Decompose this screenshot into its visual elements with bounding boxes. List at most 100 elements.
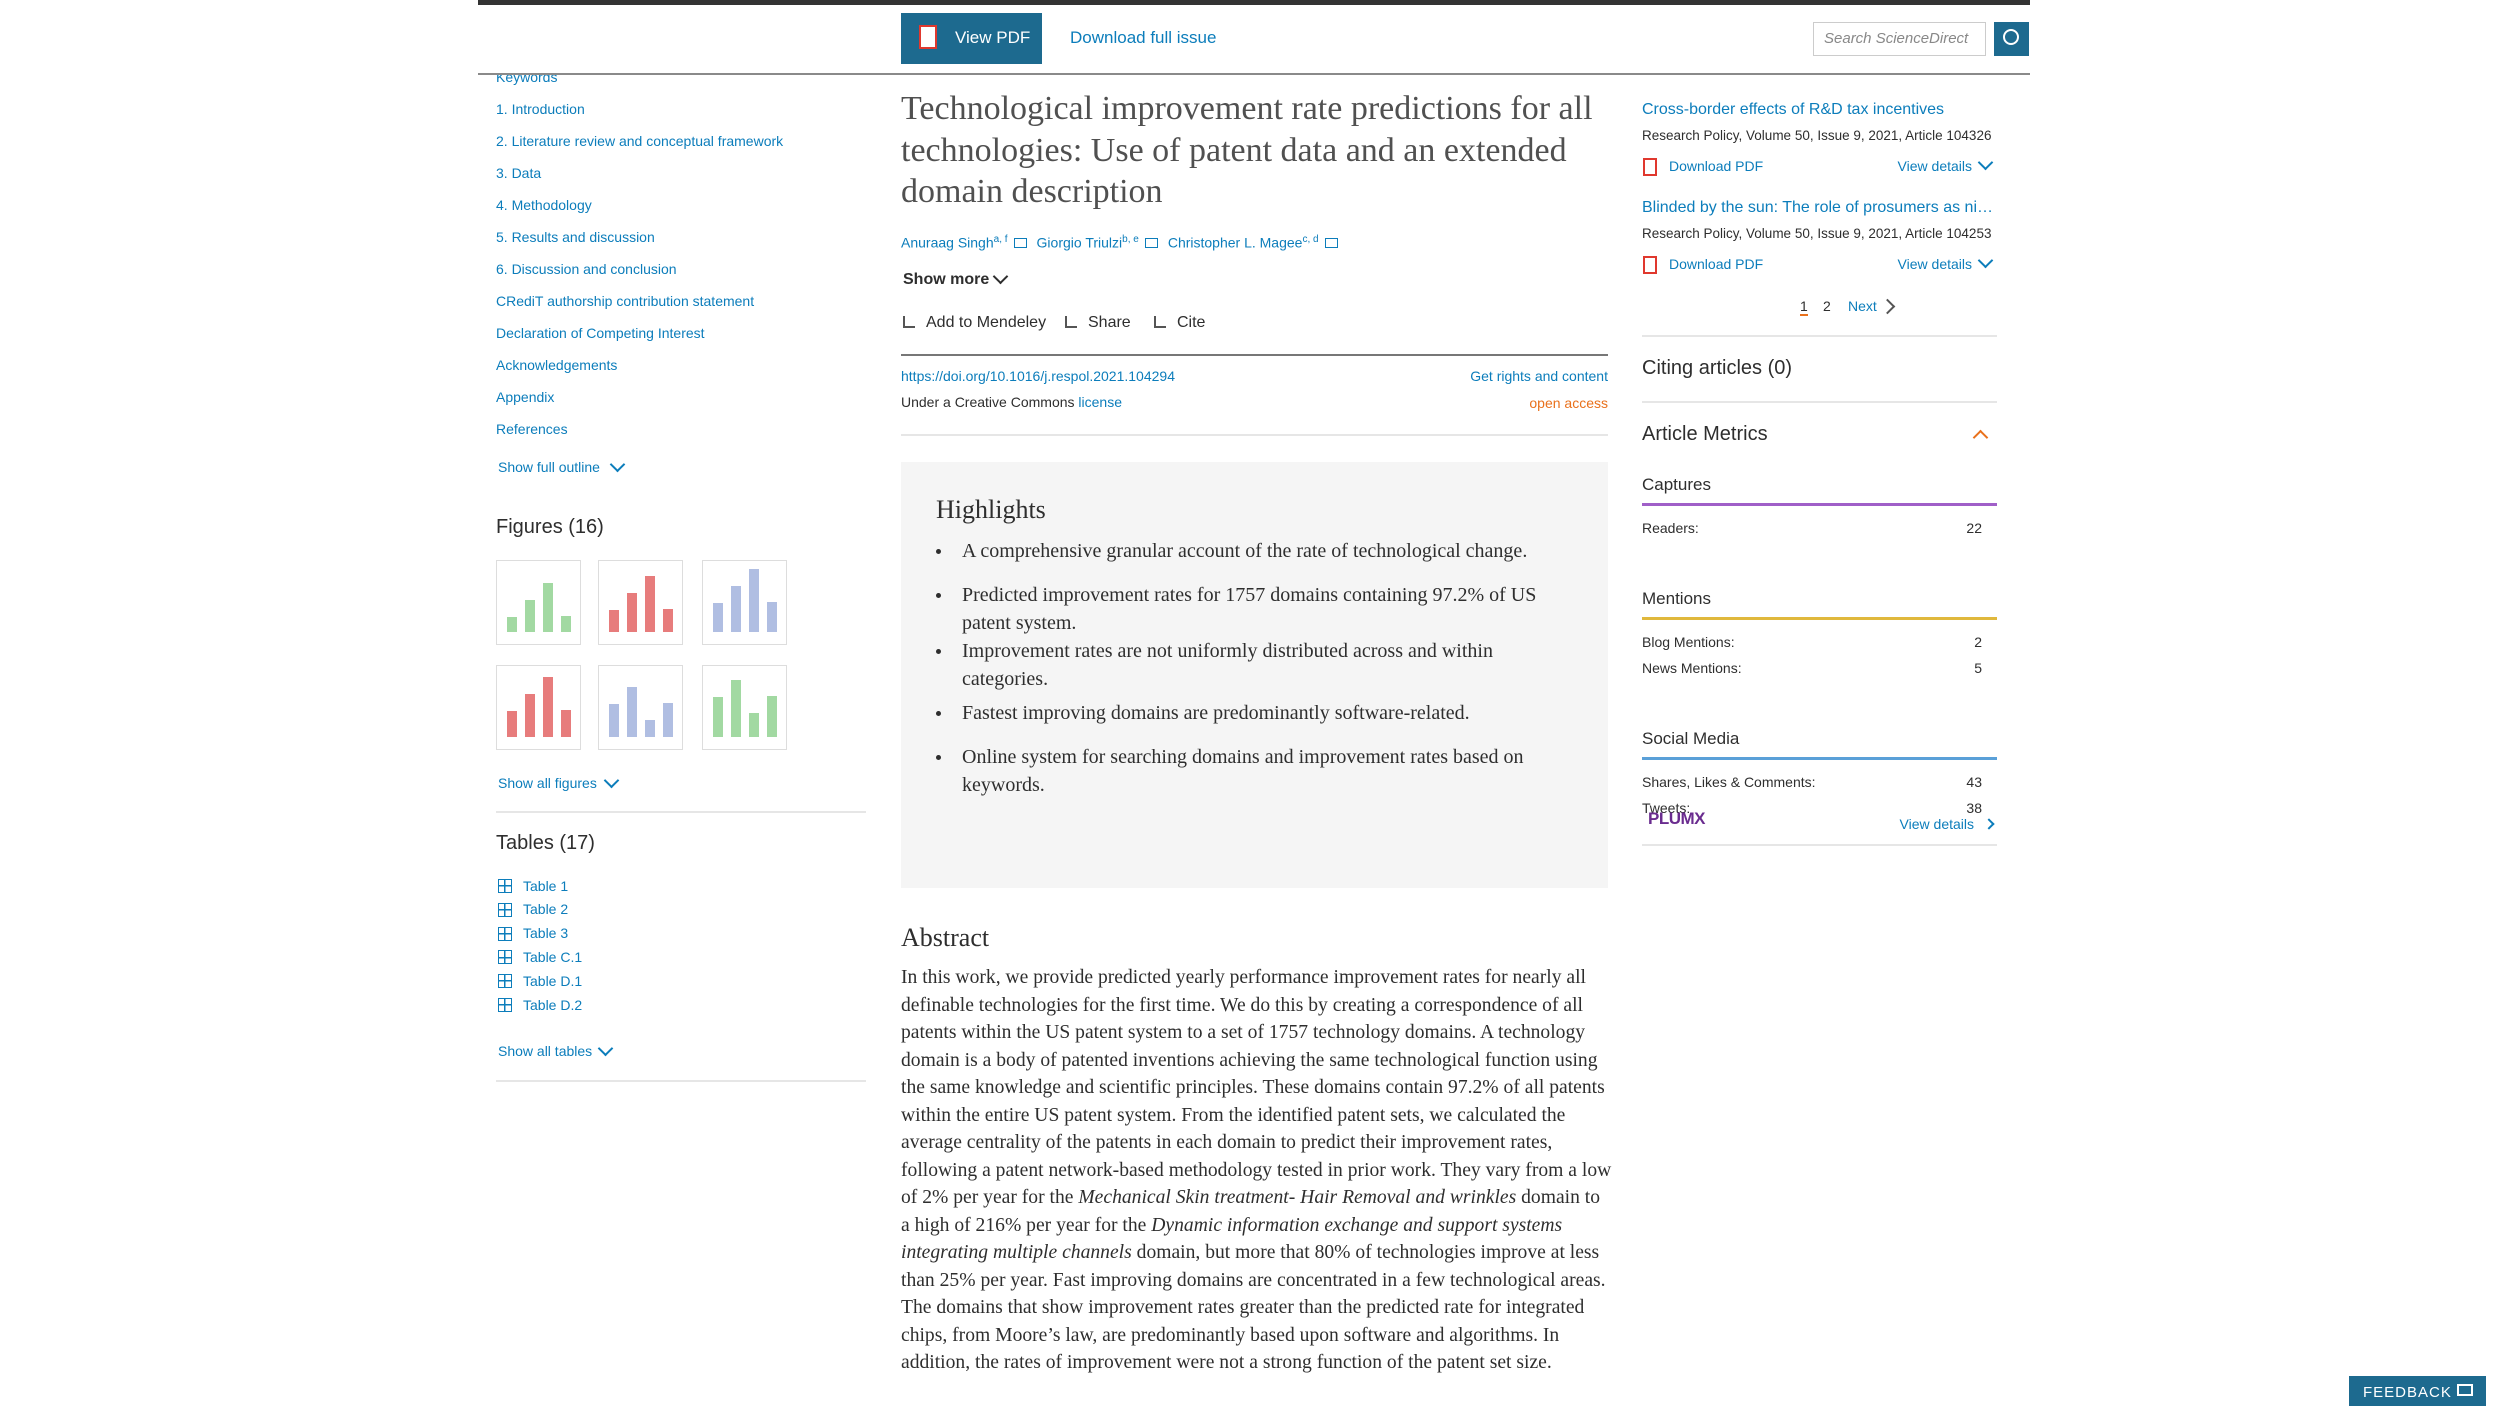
feedback-icon xyxy=(2457,1384,2473,1396)
outline-link[interactable]: 1. Introduction xyxy=(496,100,585,117)
abstract-heading: Abstract xyxy=(901,923,990,953)
highlight-item: Improvement rates are not uniformly dist… xyxy=(962,640,1493,690)
feedback-button[interactable]: FEEDBACK xyxy=(2349,1376,2486,1406)
metrics-group-name: Mentions xyxy=(1642,588,1711,608)
outline-link[interactable]: 4. Methodology xyxy=(496,196,592,213)
figure-thumbnail[interactable] xyxy=(598,560,683,645)
metric-label: News Mentions: xyxy=(1642,659,1742,676)
article-title: Technological improvement rate predictio… xyxy=(901,90,1593,210)
license-link[interactable]: license xyxy=(1078,394,1122,410)
thumbnail-shape xyxy=(731,586,741,632)
metric-value: 5 xyxy=(1974,659,1982,676)
thumbnail-shape xyxy=(663,609,673,632)
chevron-icon xyxy=(603,772,620,789)
action-button[interactable]: Add to Mendeley xyxy=(926,314,1047,332)
outline-link[interactable]: 5. Results and discussion xyxy=(496,228,655,245)
thumbnail-shape xyxy=(645,576,655,632)
chevron-icon xyxy=(1977,154,1994,171)
recommended-title[interactable]: Cross-border effects of R&D tax incentiv… xyxy=(1642,101,1945,119)
search-box[interactable]: Search ScienceDirect xyxy=(1813,22,1986,56)
outline-link[interactable]: Acknowledgements xyxy=(496,356,618,373)
show-all-tables[interactable]: Show all tables xyxy=(498,1042,593,1059)
metric-label: Blog Mentions: xyxy=(1642,633,1735,650)
show-full-outline[interactable]: Show full outline xyxy=(498,458,600,475)
email-icon xyxy=(1324,237,1338,248)
table-link[interactable]: Table C.1 xyxy=(523,949,583,965)
table-link[interactable]: Table D.2 xyxy=(523,996,583,1013)
bullet xyxy=(936,649,941,654)
abstract-segment: In this work, we provide predicted yearl… xyxy=(901,967,1612,1208)
chevron-icon xyxy=(1977,252,1994,269)
author-name[interactable]: Giorgio Triulzi xyxy=(1036,234,1123,251)
rights-link[interactable]: Get rights and content xyxy=(1470,367,1608,384)
chevron-icon xyxy=(597,1040,614,1057)
plumx-view-details[interactable]: View details xyxy=(1899,815,1974,832)
action-icon xyxy=(903,316,915,328)
view-pdf-label[interactable]: View PDF xyxy=(955,27,1031,47)
page-number[interactable]: 2 xyxy=(1823,297,1831,314)
show-all-figures[interactable]: Show all figures xyxy=(498,774,597,791)
thumbnail-shape xyxy=(561,710,571,737)
outline-link[interactable]: Declaration of Competing Interest xyxy=(496,324,705,341)
action-button[interactable]: Share xyxy=(1088,314,1131,332)
bullet xyxy=(936,593,941,598)
figure-thumbnail[interactable] xyxy=(598,665,683,750)
thumbnail-shape xyxy=(713,603,723,632)
next-page[interactable]: Next xyxy=(1848,297,1877,314)
page-number[interactable]: 1 xyxy=(1800,298,1808,317)
figure-thumbnail[interactable] xyxy=(496,665,581,750)
table-link[interactable]: Table 2 xyxy=(523,901,569,918)
next-icon xyxy=(1983,818,1995,830)
outline-link[interactable]: 2. Literature review and conceptual fram… xyxy=(496,132,784,149)
thumbnail-shape xyxy=(627,593,637,632)
outline-link[interactable]: References xyxy=(496,420,568,437)
table-link[interactable]: Table D.1 xyxy=(523,972,583,989)
download-pdf[interactable]: Download PDF xyxy=(1669,157,1764,174)
figure-thumbnail[interactable] xyxy=(702,665,787,750)
figure-thumbnail[interactable] xyxy=(702,560,787,645)
separator xyxy=(496,811,866,813)
outline-link[interactable]: 3. Data xyxy=(496,164,542,181)
metrics-group-name: Captures xyxy=(1642,474,1711,494)
bullet xyxy=(936,755,941,760)
abstract-segment: Dynamic information exchange and support… xyxy=(901,1214,1563,1264)
thumbnail-shape xyxy=(749,569,759,632)
thumbnail-shape xyxy=(645,720,655,737)
plumx-logo: PLUMX xyxy=(1648,808,1706,828)
download-full-issue[interactable]: Download full issue xyxy=(1070,27,1217,47)
thumbnail-shape xyxy=(749,713,759,737)
outline-link[interactable]: CRediT authorship contribution statement xyxy=(496,292,755,309)
figure-thumbnail[interactable] xyxy=(496,560,581,645)
author-name[interactable]: Anuraag Singh xyxy=(901,234,994,251)
show-more[interactable]: Show more xyxy=(903,271,990,289)
citing-articles[interactable]: Citing articles (0) xyxy=(1642,357,1793,379)
view-pdf-button[interactable]: View PDF xyxy=(901,13,1042,64)
email-icon xyxy=(1144,237,1158,248)
search-button[interactable] xyxy=(1994,22,2029,56)
doi-link[interactable]: https://doi.org/10.1016/j.respol.2021.10… xyxy=(901,367,1175,384)
view-details[interactable]: View details xyxy=(1897,157,1972,174)
table-link[interactable]: Table 3 xyxy=(523,925,569,942)
download-pdf[interactable]: Download PDF xyxy=(1669,255,1764,272)
metric-value: 38 xyxy=(1966,799,1982,816)
table-icon xyxy=(498,950,512,965)
view-details[interactable]: View details xyxy=(1897,255,1972,272)
metrics-group-name: Social Media xyxy=(1642,728,1740,748)
metrics-heading[interactable]: Article Metrics xyxy=(1642,423,1768,445)
thumbnail-shape xyxy=(507,617,517,632)
thumbnail-shape xyxy=(507,711,517,737)
outline-link[interactable]: 6. Discussion and conclusion xyxy=(496,260,677,277)
recommended-title[interactable]: Blinded by the sun: The role of prosumer… xyxy=(1642,199,1993,217)
action-button[interactable]: Cite xyxy=(1177,314,1206,332)
author-name[interactable]: Christopher L. Magee xyxy=(1167,234,1303,251)
chevron-icon xyxy=(1972,429,1989,446)
outline-link[interactable]: Appendix xyxy=(496,388,555,405)
authors: Anuraag Singha, f Giorgio Triulzib, e Chri… xyxy=(901,234,1348,251)
thumbnail-shape xyxy=(767,602,777,632)
chevron-icon xyxy=(609,456,626,473)
bullet xyxy=(936,549,941,554)
action-icon xyxy=(1154,316,1166,328)
search-placeholder: Search ScienceDirect xyxy=(1824,30,1969,47)
table-link[interactable]: Table 1 xyxy=(523,877,569,894)
